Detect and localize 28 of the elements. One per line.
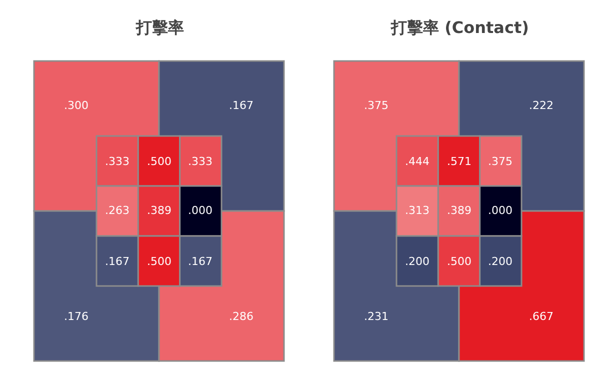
data-label: .167 (229, 99, 254, 112)
data-label: .375 (364, 99, 388, 112)
data-label: .389 (147, 204, 172, 217)
data-label: .333 (188, 155, 212, 168)
data-label: .667 (529, 310, 554, 323)
data-label: .222 (529, 99, 554, 112)
data-label: .200 (405, 255, 430, 268)
text: 打擊率 (135, 18, 184, 37)
data-label: .000 (188, 204, 212, 217)
data-label: .500 (447, 255, 472, 268)
data-label: .167 (188, 255, 212, 268)
data-label: .263 (105, 204, 130, 217)
data-label: .176 (64, 310, 88, 323)
data-label: .200 (488, 255, 512, 268)
data-label: .444 (405, 155, 430, 168)
data-label: .333 (105, 155, 130, 168)
data-label: .000 (488, 204, 512, 217)
data-label: .375 (488, 155, 512, 168)
data-label: .313 (405, 204, 430, 217)
data-label: .389 (447, 204, 472, 217)
data-label: .300 (64, 99, 88, 112)
data-label: .231 (364, 310, 388, 323)
data-label: .500 (147, 255, 172, 268)
data-label: .571 (447, 155, 472, 168)
data-label: .167 (105, 255, 130, 268)
data-label: .286 (229, 310, 254, 323)
data-label: .500 (147, 155, 172, 168)
text: 打擊率 (Contact) (390, 18, 529, 37)
